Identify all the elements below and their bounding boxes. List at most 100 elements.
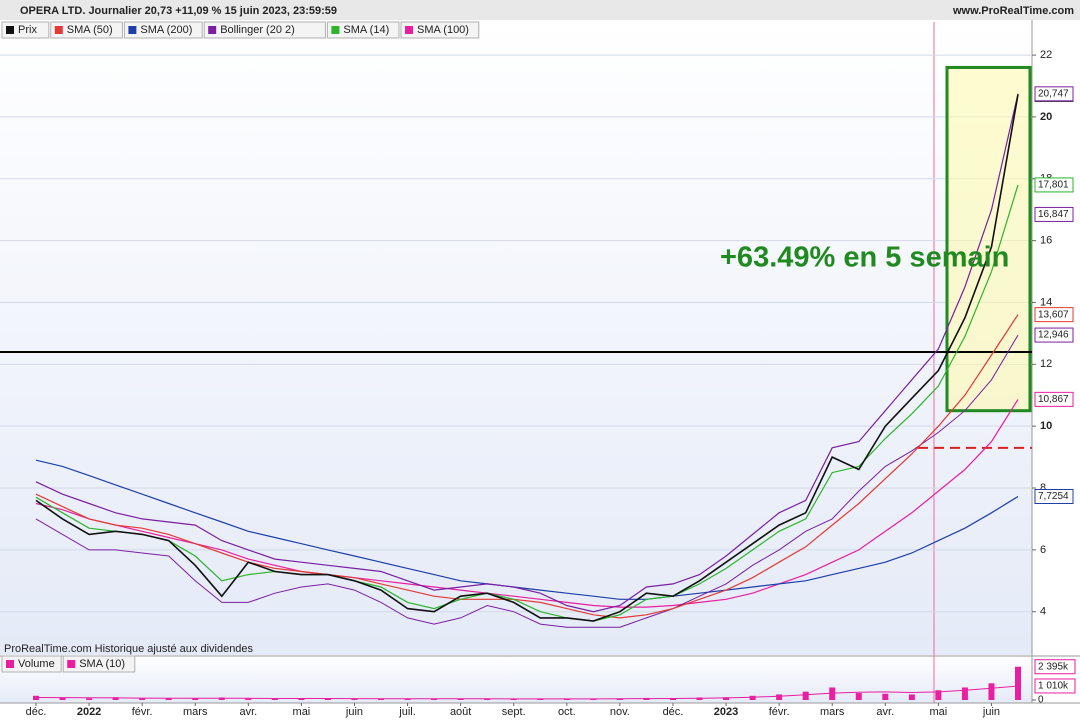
volume-sma	[35, 685, 1019, 700]
band-line	[35, 334, 1019, 628]
volume-bar	[961, 687, 968, 700]
legend-label: SMA (200)	[140, 24, 192, 36]
chart-title: OPERA LTD. Journalier 20,73 +11,09 % 15 …	[20, 5, 337, 17]
header-bar	[0, 0, 1080, 20]
y-tick-label: 0	[1038, 695, 1044, 706]
volume-bar	[404, 699, 411, 700]
x-tick-label: avr.	[876, 706, 894, 718]
volume-bar	[165, 698, 172, 700]
volume-bar	[669, 698, 676, 700]
legend-label: SMA (50)	[67, 24, 113, 36]
volume-bar	[616, 698, 623, 700]
end-label: 17,801	[1038, 180, 1069, 191]
x-tick-label: mars	[183, 706, 208, 718]
volume-bar	[1015, 666, 1021, 700]
end-label-box	[1034, 489, 1074, 505]
volume-bar	[484, 698, 491, 700]
legend-swatch	[405, 26, 413, 34]
x-tick-label: juin	[345, 706, 363, 718]
volume-bar	[855, 693, 862, 700]
footer-note: ProRealTime.com Historique ajusté aux di…	[4, 643, 254, 655]
end-label-box	[1034, 177, 1074, 193]
y-tick-label: 4	[1040, 606, 1046, 618]
volume-bar	[218, 697, 225, 700]
legend-swatch	[331, 26, 340, 34]
x-tick-label: sept.	[502, 706, 526, 718]
volume-bar	[139, 698, 146, 700]
legend-label: SMA (10)	[79, 658, 125, 670]
annotation: +63.49% en 5 semain	[720, 242, 1009, 274]
volume-bar	[563, 698, 570, 700]
y-tick-label: 22	[1040, 49, 1052, 61]
x-tick-label: mai	[930, 706, 948, 718]
y-tick-label: 2 395k	[1038, 661, 1069, 672]
volume-bar	[431, 698, 438, 700]
volume-bar	[723, 697, 730, 700]
end-label: 13,607	[1038, 309, 1069, 320]
legend-item[interactable]	[123, 21, 203, 39]
legend-label: SMA (100)	[417, 24, 469, 36]
volume-bar	[298, 698, 305, 700]
x-tick-label: mars	[820, 706, 845, 718]
volume-bar	[457, 698, 464, 700]
x-tick-label: juin	[982, 706, 1000, 718]
x-tick-label: août	[450, 706, 471, 718]
volume-bar	[935, 690, 942, 700]
y-tick-label: 12	[1040, 358, 1052, 370]
volume-panel: 0 1 010k 2 395k	[33, 659, 1076, 706]
indicator-line	[35, 459, 1019, 600]
volume-bar	[988, 683, 995, 700]
legend-item[interactable]	[62, 655, 136, 673]
volume-bar	[378, 698, 385, 700]
end-label-box	[1034, 86, 1074, 102]
x-tick-label: avr.	[239, 706, 257, 718]
end-label-box	[1034, 391, 1074, 407]
volume-bar	[908, 694, 915, 700]
volume-bar	[749, 695, 756, 700]
end-label-box	[1034, 307, 1074, 323]
y-tick-label: 16	[1040, 235, 1052, 247]
end-label: 12,946	[1038, 330, 1069, 341]
volume-bar	[829, 687, 836, 700]
y-tick-label: 8	[1040, 482, 1046, 494]
legend-item[interactable]	[326, 21, 400, 39]
volume-bar	[882, 693, 889, 700]
x-tick-label: juil.	[398, 706, 416, 718]
legend-swatch	[208, 26, 217, 34]
legend-label: Bollinger (20 2)	[220, 24, 295, 36]
highlight-box	[945, 65, 1032, 413]
y-tick-label: 20	[1040, 111, 1052, 123]
x-tick-label: nov.	[610, 706, 630, 718]
end-label: 7,7254	[1038, 491, 1069, 502]
volume-bar	[86, 698, 93, 700]
volume-bar	[245, 698, 252, 700]
volume-bar	[192, 698, 199, 700]
volume-bar	[59, 697, 66, 700]
end-label-box	[1034, 327, 1074, 343]
x-tick-label: 2022	[77, 706, 101, 718]
legend-item[interactable]	[203, 21, 326, 39]
y-tick-label: 6	[1040, 544, 1046, 556]
x-tick-label: déc.	[26, 706, 47, 718]
volume-bar	[696, 697, 703, 700]
y-tick-box	[1034, 659, 1076, 675]
volume-area	[0, 657, 1032, 703]
end-label-box	[1034, 206, 1074, 222]
x-tick-label: oct.	[558, 706, 576, 718]
end-label: 10,867	[1038, 394, 1069, 405]
legend-swatch	[6, 660, 14, 668]
legend-item[interactable]	[50, 21, 123, 39]
volume-bar	[776, 694, 783, 700]
volume-bar	[112, 697, 119, 700]
volume-bar	[271, 698, 278, 700]
indicator-line	[35, 314, 1019, 619]
x-tick-label: févr.	[132, 706, 153, 718]
y-tick-label: 14	[1040, 296, 1052, 308]
legend-item[interactable]	[400, 21, 480, 39]
legend-item[interactable]	[1, 655, 62, 673]
legend-label: Volume	[18, 658, 55, 670]
legend-swatch	[67, 660, 76, 668]
